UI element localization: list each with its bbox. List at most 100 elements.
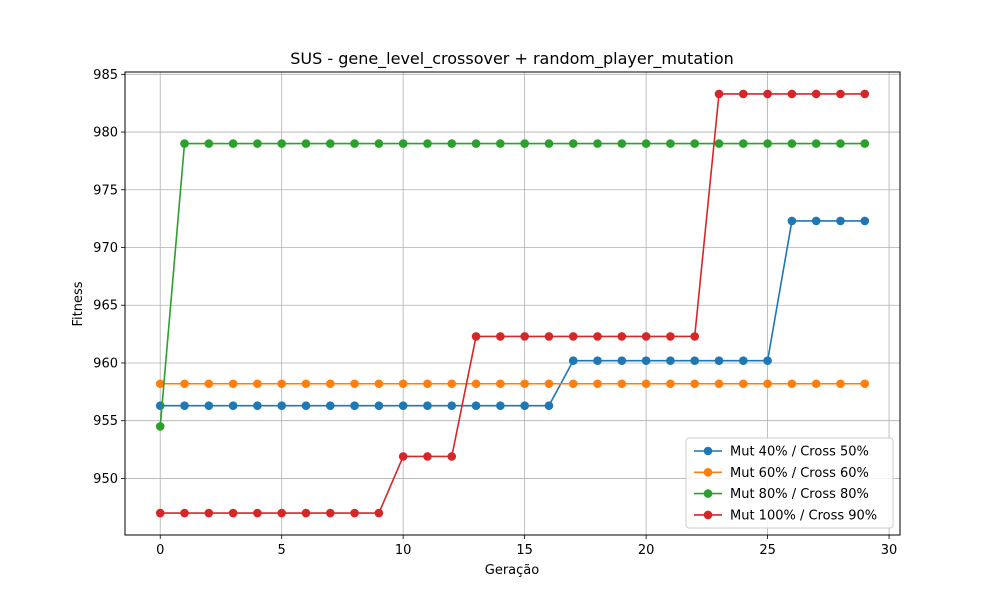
data-point bbox=[568, 379, 578, 389]
data-point bbox=[423, 452, 432, 461]
data-point bbox=[641, 139, 651, 148]
data-point bbox=[763, 379, 772, 389]
data-point bbox=[714, 379, 724, 389]
data-point bbox=[496, 379, 505, 389]
data-point bbox=[471, 401, 481, 410]
data-point bbox=[836, 379, 845, 389]
data-point bbox=[544, 332, 554, 341]
series-1 bbox=[155, 216, 870, 410]
data-point bbox=[423, 379, 432, 389]
data-point bbox=[714, 139, 724, 148]
data-point bbox=[520, 379, 529, 389]
data-point bbox=[253, 379, 262, 389]
data-point bbox=[520, 139, 529, 148]
legend-label: Mut 40% / Cross 50% bbox=[730, 445, 869, 460]
data-point bbox=[617, 139, 627, 148]
data-point bbox=[204, 401, 214, 410]
data-point bbox=[617, 356, 627, 365]
data-point bbox=[738, 89, 748, 99]
x-tick-label: 15 bbox=[516, 543, 533, 558]
data-point bbox=[714, 356, 724, 365]
legend-swatch-marker bbox=[703, 446, 713, 456]
data-point bbox=[471, 139, 481, 148]
data-point bbox=[204, 508, 214, 518]
data-point bbox=[228, 508, 238, 518]
data-point bbox=[666, 379, 675, 389]
y-axis: 950 955 960 965 970 975 980 985 bbox=[93, 68, 125, 487]
data-point bbox=[277, 401, 287, 410]
data-point bbox=[277, 379, 287, 389]
x-tick-label: 10 bbox=[395, 543, 412, 558]
data-point bbox=[277, 508, 287, 518]
data-point bbox=[301, 508, 311, 518]
data-point bbox=[714, 89, 724, 99]
data-point bbox=[398, 379, 408, 389]
data-point bbox=[155, 401, 165, 410]
x-tick-label: 5 bbox=[278, 543, 286, 558]
data-point bbox=[447, 452, 457, 461]
data-point bbox=[568, 332, 578, 341]
y-tick-label: 980 bbox=[93, 126, 118, 141]
x-axis-label: Geração bbox=[485, 563, 539, 578]
data-point bbox=[423, 139, 432, 148]
data-point bbox=[204, 379, 214, 389]
series-layer bbox=[155, 89, 870, 518]
data-point bbox=[738, 356, 748, 365]
legend-label: Mut 80% / Cross 80% bbox=[730, 487, 869, 502]
data-point bbox=[763, 89, 772, 99]
data-point bbox=[496, 401, 505, 410]
data-point bbox=[763, 139, 772, 148]
data-point bbox=[738, 139, 748, 148]
legend-item: Mut 100% / Cross 90% bbox=[694, 508, 877, 523]
data-point bbox=[301, 139, 311, 148]
data-point bbox=[374, 401, 384, 410]
data-point bbox=[544, 401, 554, 410]
data-point bbox=[228, 379, 238, 389]
series-4 bbox=[155, 89, 870, 518]
data-point bbox=[520, 332, 529, 341]
data-point bbox=[374, 508, 384, 518]
data-point bbox=[690, 332, 700, 341]
legend-swatch-marker bbox=[703, 468, 713, 477]
data-point bbox=[520, 401, 529, 410]
data-point bbox=[180, 401, 189, 410]
data-point bbox=[568, 139, 578, 148]
data-point bbox=[787, 216, 797, 226]
data-point bbox=[471, 332, 481, 341]
legend-box bbox=[685, 437, 894, 529]
data-point bbox=[180, 379, 189, 389]
y-tick-label: 950 bbox=[93, 472, 118, 487]
data-point bbox=[398, 452, 408, 461]
plot-frame bbox=[124, 71, 901, 536]
data-point bbox=[471, 379, 481, 389]
data-point bbox=[155, 508, 165, 518]
data-point bbox=[228, 401, 238, 410]
data-point bbox=[301, 401, 311, 410]
x-tick-label: 20 bbox=[638, 543, 655, 558]
chart-title: SUS - gene_level_crossover + random_play… bbox=[290, 49, 734, 69]
data-point bbox=[690, 139, 700, 148]
data-point bbox=[787, 89, 797, 99]
data-point bbox=[350, 508, 359, 518]
data-point bbox=[325, 508, 335, 518]
data-point bbox=[350, 401, 359, 410]
data-point bbox=[325, 401, 335, 410]
data-point bbox=[617, 332, 627, 341]
data-point bbox=[641, 379, 651, 389]
data-point bbox=[811, 139, 821, 148]
data-point bbox=[690, 356, 700, 365]
data-point bbox=[544, 379, 554, 389]
data-point bbox=[641, 356, 651, 365]
data-point bbox=[350, 379, 359, 389]
data-point bbox=[155, 422, 165, 431]
y-tick-label: 960 bbox=[93, 356, 118, 371]
data-point bbox=[253, 139, 262, 148]
data-point bbox=[836, 89, 845, 99]
data-point bbox=[325, 379, 335, 389]
series-2 bbox=[155, 379, 870, 389]
data-point bbox=[204, 139, 214, 148]
data-point bbox=[398, 401, 408, 410]
data-point bbox=[374, 139, 384, 148]
legend-swatch-marker bbox=[703, 489, 713, 498]
y-tick-label: 975 bbox=[93, 183, 118, 198]
